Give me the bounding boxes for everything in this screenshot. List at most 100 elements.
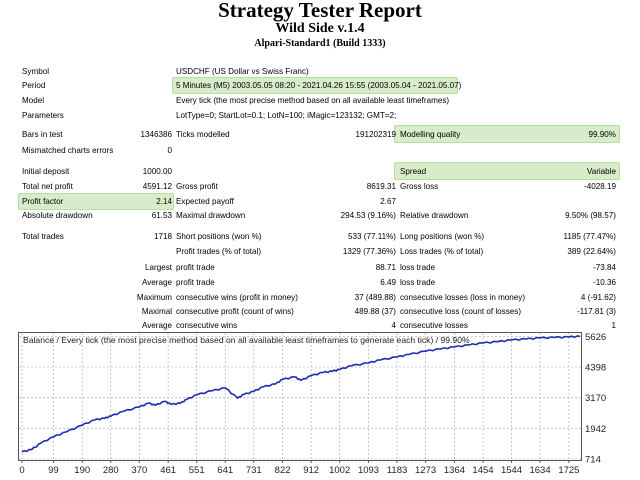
report-title: Strategy Tester Report: [218, 0, 422, 22]
avg-consecutive-wins-value: 4: [391, 321, 396, 330]
server-name: Alpari-Standard1 (Build 1333): [254, 38, 386, 49]
parameters-label: Parameters: [22, 111, 64, 120]
x-tick-label: 370: [131, 465, 147, 476]
x-tick-label: 1364: [444, 465, 465, 476]
maximal-drawdown-label: Maximal drawdown: [176, 211, 246, 220]
short-positions-value: 533 (77.11%): [348, 232, 396, 241]
spread-value: Variable: [586, 167, 616, 176]
loss-trades-label: Loss trades (% of total): [400, 247, 484, 256]
max-consecutive-wins-label: consecutive wins (profit in money): [176, 293, 298, 302]
maximal-consecutive-loss-label: consecutive loss (count of losses): [400, 307, 522, 316]
average-profit-value: 6.49: [380, 278, 396, 287]
largest-loss-label: loss trade: [400, 263, 436, 272]
chart-grid: [19, 333, 581, 460]
max-consecutive-losses-value: 4 (-91.62): [580, 293, 616, 302]
average-loss-value: -10.36: [593, 278, 616, 287]
relative-drawdown-value: 9.50% (98.57): [565, 211, 616, 220]
x-tick-label: 1454: [472, 465, 493, 476]
x-tick-label: 99: [48, 465, 59, 476]
absolute-drawdown-value: 61.53: [151, 211, 172, 220]
x-tick-label: 1634: [529, 465, 550, 476]
x-tick-label: 641: [217, 465, 233, 476]
maximal-consecutive-profit-value: 489.88 (37): [354, 307, 396, 316]
chart-y-axis: 714 1942 3170 4398 5626: [585, 332, 606, 466]
net-profit-label: Total net profit: [22, 182, 73, 191]
avg-consecutive-losses-value: 1: [611, 321, 616, 330]
x-tick-label: 1273: [415, 465, 436, 476]
x-tick-label: 912: [303, 465, 319, 476]
x-tick-label: 731: [246, 465, 262, 476]
x-tick-label: 1093: [358, 465, 379, 476]
symbol-label: Symbol: [22, 67, 49, 76]
maximum-label: Maximum: [136, 293, 172, 302]
max-consecutive-losses-label: consecutive losses (loss in money): [400, 293, 526, 302]
largest-profit-label: profit trade: [176, 263, 215, 272]
x-tick-label: 1002: [329, 465, 350, 476]
y-tick-label: 714: [585, 455, 601, 466]
maximal-label: Maximal: [141, 307, 172, 316]
long-positions-value: 1185 (77.47%): [563, 232, 617, 241]
expected-payoff-label: Expected payoff: [176, 197, 234, 206]
average-profit-label: profit trade: [176, 278, 215, 287]
ticks-label: Ticks modelled: [176, 130, 230, 139]
chart-x-axis: 0 99 190 280 370 461 551 641 731 822 912 1002 1093 11…: [19, 460, 579, 476]
x-tick-label: 822: [275, 465, 291, 476]
x-tick-label: 1725: [558, 465, 579, 476]
absolute-drawdown-label: Absolute drawdown: [22, 211, 93, 220]
ticks-value: 191202319: [355, 130, 396, 139]
x-tick-label: 190: [74, 465, 90, 476]
profit-factor-value: 2.14: [156, 197, 172, 206]
long-positions-label: Long positions (won %): [400, 232, 485, 241]
mismatch-value: 0: [167, 146, 172, 155]
deposit-label: Initial deposit: [22, 167, 70, 176]
period-value: 5 Minutes (M5) 2003.05.05 08:20 - 2021.0…: [176, 81, 462, 90]
largest-profit-value: 88.71: [375, 263, 396, 272]
expected-payoff-value: 2.67: [380, 197, 396, 206]
profit-factor-highlight: [18, 193, 174, 210]
gross-loss-value: -4028.19: [584, 182, 616, 191]
profit-factor-label: Profit factor: [22, 197, 64, 206]
x-tick-label: 1183: [387, 465, 407, 476]
total-trades-label: Total trades: [22, 232, 64, 241]
largest-label: Largest: [145, 263, 172, 272]
total-trades-value: 1718: [153, 232, 172, 241]
x-tick-label: 551: [189, 465, 205, 476]
loss-trades-value: 389 (22.64%): [567, 247, 616, 256]
profit-trades-label: Profit trades (% of total): [176, 247, 262, 256]
bars-value: 1346386: [140, 130, 172, 139]
x-tick-label: 280: [103, 465, 119, 476]
quality-value: 99.90%: [588, 130, 616, 139]
y-tick-label: 5626: [585, 332, 606, 343]
average-loss-label: loss trade: [400, 278, 436, 287]
deposit-value: 1000.00: [142, 167, 172, 176]
x-tick-label: 0: [19, 465, 24, 476]
symbol-value: USDCHF (US Dollar vs Swiss Franc): [176, 67, 309, 76]
short-positions-label: Short positions (won %): [176, 232, 262, 241]
maximal-drawdown-value: 294.53 (9.16%): [340, 211, 396, 220]
x-tick-label: 461: [160, 465, 176, 476]
net-profit-value: 4591.12: [142, 182, 172, 191]
bars-label: Bars in test: [22, 130, 63, 139]
model-value: Every tick (the most precise method base…: [176, 96, 450, 105]
x-tick-label: 1544: [501, 465, 522, 476]
relative-drawdown-label: Relative drawdown: [400, 211, 469, 220]
ea-name: Wild Side v.1.4: [275, 21, 365, 36]
period-label: Period: [22, 81, 46, 90]
chart-frame: [18, 332, 582, 461]
avg-consecutive-wins-label: consecutive wins: [176, 321, 238, 330]
quality-label: Modelling quality: [400, 130, 461, 139]
spread-highlight: [394, 162, 620, 180]
gross-profit-value: 8619.31: [366, 182, 396, 191]
gross-loss-label: Gross loss: [400, 182, 439, 191]
parameters-value: LotType=0; StartLot=0.1; LotN=100; iMagi…: [176, 111, 397, 120]
y-tick-label: 1942: [585, 424, 606, 435]
max-consecutive-wins-value: 37 (489.88): [354, 293, 396, 302]
avg-consecutive-losses-label: consecutive losses: [400, 321, 468, 330]
profit-trades-value: 1329 (77.36%): [342, 247, 396, 256]
balance-line: [21, 335, 581, 453]
chart-title: Balance / Every tick (the most precise m…: [23, 335, 470, 345]
maximal-consecutive-profit-label: consecutive profit (count of wins): [176, 307, 294, 316]
y-tick-label: 4398: [585, 363, 606, 374]
maximal-consecutive-loss-value: -117.81 (3): [577, 307, 616, 316]
spread-label: Spread: [400, 167, 427, 176]
